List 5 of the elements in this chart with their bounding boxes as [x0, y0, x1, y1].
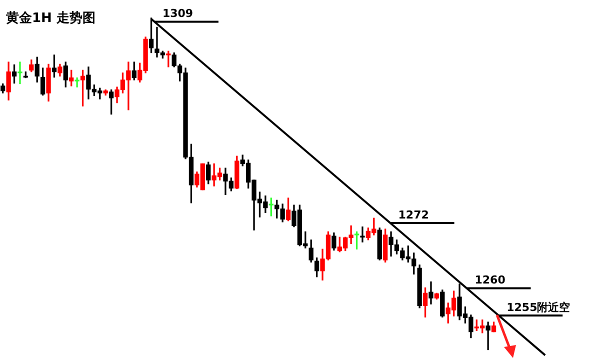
ref-line-label: 1272 — [398, 208, 429, 222]
text: 黄金1H 走势图 — [6, 10, 96, 27]
ref-line-label: 1255附近空 — [506, 300, 570, 314]
ref-line-label: 1309 — [162, 7, 194, 20]
ref-line-label: 1260 — [474, 274, 506, 287]
